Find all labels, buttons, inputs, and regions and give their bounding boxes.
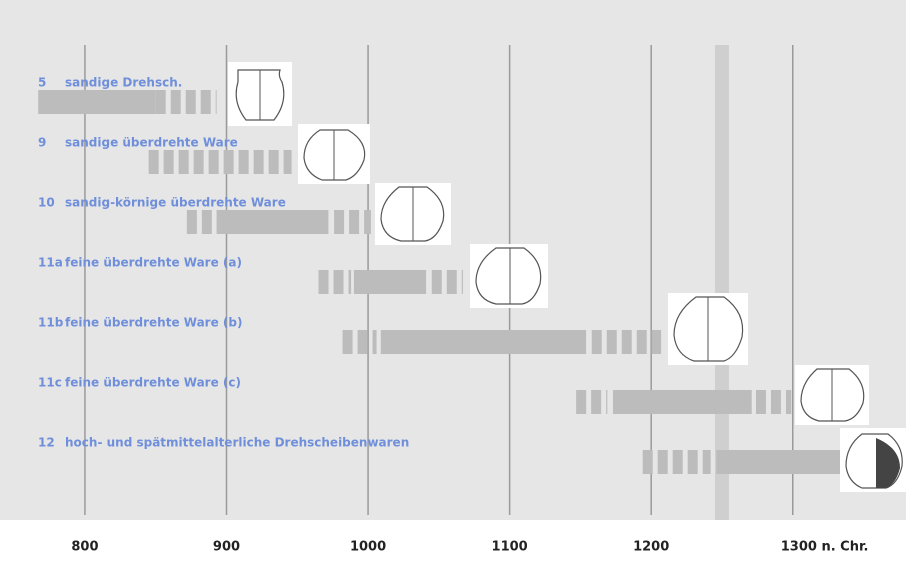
x-tick-label: 800	[71, 540, 98, 555]
row-code: 5	[38, 76, 46, 90]
background	[0, 0, 906, 520]
range-solid	[716, 450, 841, 474]
row-label: feine überdrehte Ware (c)	[65, 376, 241, 390]
x-tick-label: 1000	[350, 540, 386, 555]
row-code: 9	[38, 136, 46, 150]
range-solid	[38, 90, 156, 114]
x-tick-label: 1300 n. Chr.	[781, 540, 869, 555]
row-label: sandige überdrehte Ware	[65, 136, 238, 150]
row-code: 11c	[38, 376, 62, 390]
range-solid	[353, 270, 427, 294]
row-label: feine überdrehte Ware (a)	[65, 256, 242, 270]
range-solid	[612, 390, 752, 414]
vessel-images	[228, 62, 906, 492]
range-solid	[216, 210, 329, 234]
x-tick-label: 1200	[633, 540, 669, 555]
row-code: 12	[38, 436, 55, 450]
highlight-band	[714, 45, 729, 520]
x-tick-label: 900	[213, 540, 240, 555]
row-label: sandig-körnige überdrehte Ware	[65, 196, 286, 210]
row-label: hoch- und spätmittelalterliche Drehschei…	[65, 436, 409, 450]
row-label: feine überdrehte Ware (b)	[65, 316, 242, 330]
row-label: sandige Drehsch.	[65, 76, 182, 90]
row-code: 11b	[38, 316, 64, 330]
x-tick-label: 1100	[492, 540, 528, 555]
row-code: 10	[38, 196, 55, 210]
row-code: 11a	[38, 256, 63, 270]
range-solid	[380, 330, 587, 354]
